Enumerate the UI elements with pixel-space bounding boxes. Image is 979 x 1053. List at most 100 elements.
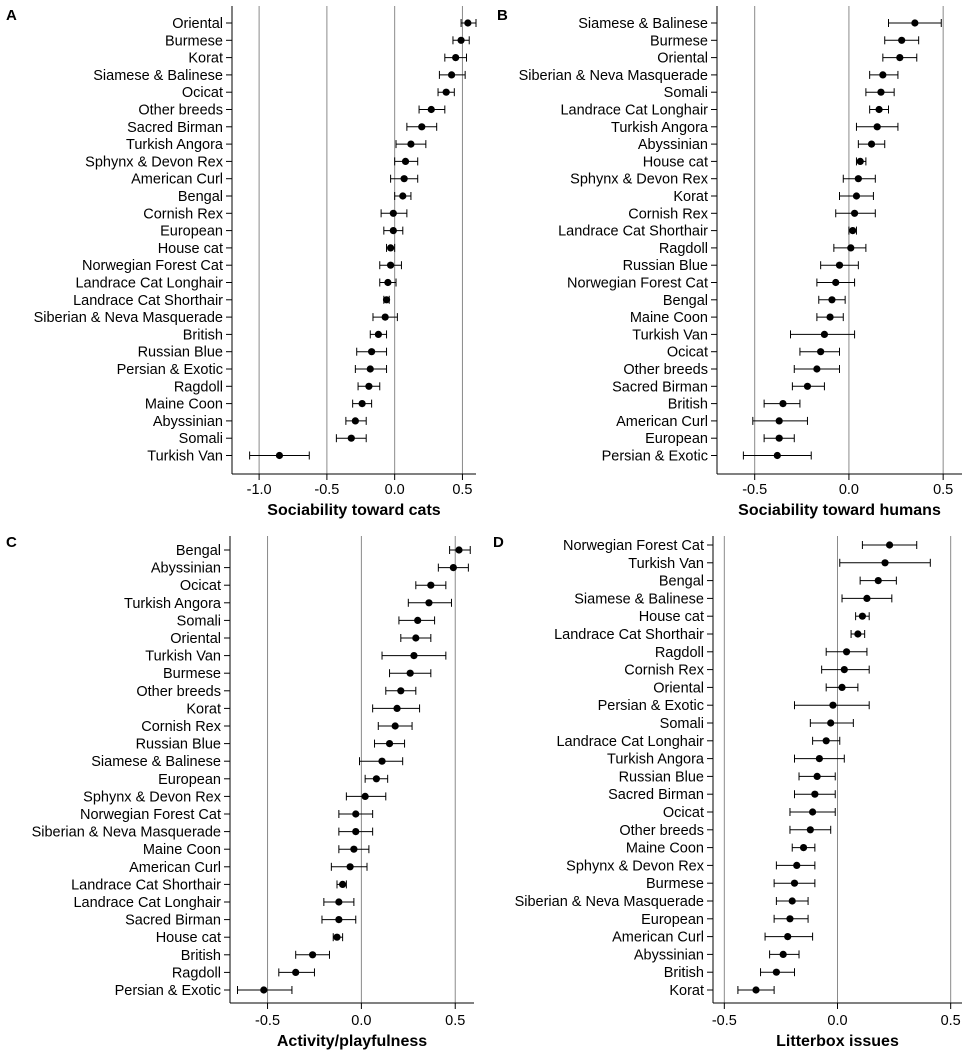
category-label: Ocicat xyxy=(663,805,704,821)
point-estimate xyxy=(410,652,418,660)
point-estimate xyxy=(400,175,408,183)
category-label: Landrace Cat Longhair xyxy=(73,895,221,911)
category-label: Burmese xyxy=(650,33,708,49)
row-siamese-balinese: Siamese & Balinese xyxy=(91,754,404,770)
category-label: American Curl xyxy=(612,930,704,946)
point-estimate xyxy=(358,400,366,408)
category-label: Persian & Exotic xyxy=(602,449,708,465)
category-label: Cornish Rex xyxy=(628,206,709,222)
row-siberian-neva-masquerade: Siberian & Neva Masquerade xyxy=(34,310,398,326)
category-label: Abyssinian xyxy=(634,947,704,963)
row-sphynx-devon-rex: Sphynx & Devon Rex xyxy=(85,154,419,170)
row-cornish-rex: Cornish Rex xyxy=(141,719,413,735)
point-estimate xyxy=(840,666,848,674)
row-bengal: Bengal xyxy=(663,293,846,309)
row-siberian-neva-masquerade: Siberian & Neva Masquerade xyxy=(515,894,809,910)
point-estimate xyxy=(378,757,386,765)
row-sphynx-devon-rex: Sphynx & Devon Rex xyxy=(83,789,387,805)
point-estimate xyxy=(346,863,354,871)
category-label: Maine Coon xyxy=(145,397,223,413)
category-label: American Curl xyxy=(616,414,708,430)
category-label: American Curl xyxy=(131,172,223,188)
category-label: Landrace Cat Shorthair xyxy=(554,627,704,643)
row-landrace-cat-shorthair: Landrace Cat Shorthair xyxy=(554,627,866,643)
row-turkish-angora: Turkish Angora xyxy=(611,120,899,136)
x-tick-label: 0.5 xyxy=(933,482,953,498)
point-estimate xyxy=(352,810,360,818)
category-label: Turkish Angora xyxy=(126,137,224,153)
point-estimate xyxy=(775,417,783,425)
category-label: Turkish Angora xyxy=(124,596,222,612)
point-estimate xyxy=(389,227,397,235)
point-estimate xyxy=(333,933,341,941)
category-label: House cat xyxy=(158,241,223,257)
category-label: Burmese xyxy=(163,666,221,682)
row-other-breeds: Other breeds xyxy=(619,823,832,839)
category-label: Burmese xyxy=(646,876,704,892)
row-turkish-van: Turkish Van xyxy=(147,449,310,465)
row-russian-blue: Russian Blue xyxy=(138,345,388,361)
row-abyssinian: Abyssinian xyxy=(634,947,800,963)
row-landrace-cat-longhair: Landrace Cat Longhair xyxy=(73,895,355,911)
point-estimate xyxy=(352,828,360,836)
category-label: Other breeds xyxy=(136,684,221,700)
point-estimate xyxy=(822,737,830,745)
point-estimate xyxy=(414,616,422,625)
category-label: Korat xyxy=(188,51,223,67)
point-estimate xyxy=(835,261,844,269)
row-maine-coon: Maine Coon xyxy=(630,310,844,326)
row-other-breeds: Other breeds xyxy=(138,103,446,119)
category-label: Turkish Van xyxy=(147,449,223,465)
category-label: Turkish Van xyxy=(628,556,704,572)
row-cornish-rex: Cornish Rex xyxy=(143,206,408,222)
row-maine-coon: Maine Coon xyxy=(626,841,816,857)
category-label: Persian & Exotic xyxy=(117,362,223,378)
point-estimate xyxy=(858,612,867,620)
x-axis-title: Litterbox issues xyxy=(776,1033,899,1050)
point-estimate xyxy=(455,546,463,554)
point-estimate xyxy=(850,209,859,217)
row-turkish-angora: Turkish Angora xyxy=(607,752,845,768)
row-oriental: Oriental xyxy=(172,16,477,32)
x-axis-title: Sociability toward humans xyxy=(738,502,941,519)
category-label: Turkish Van xyxy=(632,327,708,343)
point-estimate xyxy=(351,417,359,425)
point-estimate xyxy=(350,845,358,853)
row-ragdoll: Ragdoll xyxy=(659,241,867,257)
row-burmese: Burmese xyxy=(165,33,470,49)
category-label: Ragdoll xyxy=(174,379,223,395)
category-label: Sacred Birman xyxy=(125,913,221,929)
category-label: Other breeds xyxy=(138,103,223,119)
point-estimate xyxy=(752,986,760,994)
row-ragdoll: Ragdoll xyxy=(172,965,315,981)
category-label: House cat xyxy=(156,930,221,946)
x-tick-label: -0.5 xyxy=(712,1013,737,1029)
point-estimate xyxy=(829,701,837,709)
point-estimate xyxy=(361,792,369,801)
point-estimate xyxy=(412,634,420,642)
point-estimate xyxy=(387,244,395,252)
category-label: Sphynx & Devon Rex xyxy=(570,172,709,188)
category-label: American Curl xyxy=(129,860,221,876)
category-label: Korat xyxy=(669,983,704,999)
point-estimate xyxy=(793,861,801,870)
panel-label: C xyxy=(6,534,17,551)
row-sphynx-devon-rex: Sphynx & Devon Rex xyxy=(570,172,876,188)
point-estimate xyxy=(806,826,814,834)
row-ragdoll: Ragdoll xyxy=(655,645,868,661)
point-estimate xyxy=(779,400,787,408)
row-russian-blue: Russian Blue xyxy=(619,769,836,785)
row-siberian-neva-masquerade: Siberian & Neva Masquerade xyxy=(32,825,374,841)
point-estimate xyxy=(452,54,460,62)
row-siamese-balinese: Siamese & Balinese xyxy=(93,68,466,84)
row-ocicat: Ocicat xyxy=(180,578,447,594)
category-label: Cornish Rex xyxy=(141,719,222,735)
category-label: European xyxy=(160,224,223,240)
point-estimate xyxy=(387,261,395,269)
category-label: Burmese xyxy=(165,33,223,49)
point-estimate xyxy=(442,88,450,96)
category-label: Norwegian Forest Cat xyxy=(567,276,708,292)
row-house-cat: House cat xyxy=(158,241,396,257)
row-landrace-cat-shorthair: Landrace Cat Shorthair xyxy=(71,877,347,893)
row-ragdoll: Ragdoll xyxy=(174,379,381,395)
